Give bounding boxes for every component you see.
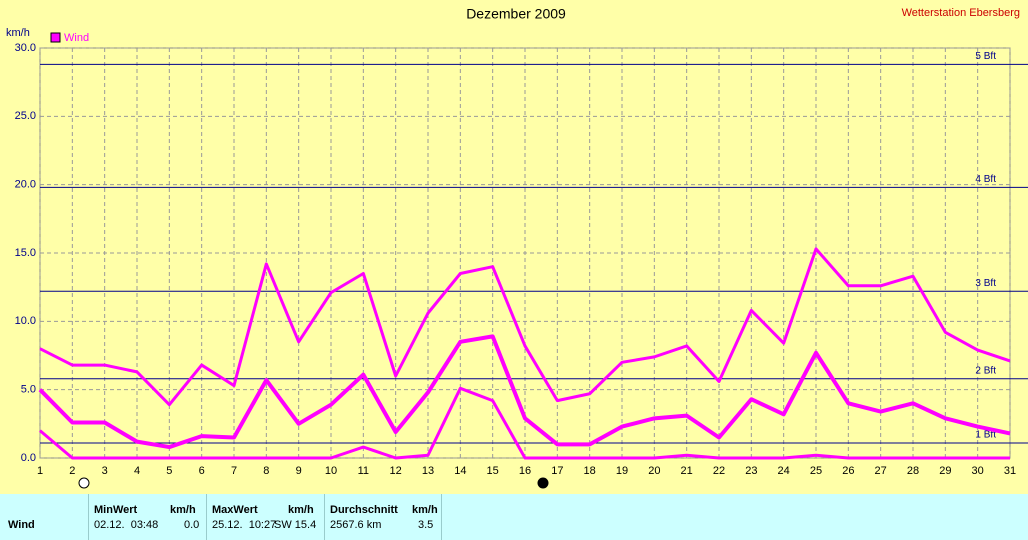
x-tick-label: 10 [325, 465, 337, 477]
y-tick-label: 25.0 [15, 110, 36, 122]
header-cell: km/h [288, 504, 314, 516]
cell: SW 15.4 [274, 519, 317, 531]
x-tick-label: 12 [390, 465, 402, 477]
header-cell: MinWert [94, 504, 138, 516]
x-tick-label: 27 [875, 465, 887, 477]
x-tick-label: 28 [907, 465, 919, 477]
separator [88, 494, 89, 540]
chart: Dezember 2009 Wetterstation Ebersberg km… [6, 6, 1028, 489]
y-tick-label: 0.0 [21, 452, 36, 464]
cell: 25.12. 10:27 [212, 519, 277, 531]
stats-table: MinWert km/h MaxWert km/h Durchschnitt k… [0, 494, 1028, 540]
y-tick-label: 5.0 [21, 384, 36, 396]
x-tick-label: 11 [358, 465, 369, 477]
beaufort-label: 5 Bft [975, 51, 996, 62]
x-tick-label: 13 [422, 465, 434, 477]
x-tick-label: 26 [842, 465, 854, 477]
separator [206, 494, 207, 540]
x-tick-label: 30 [972, 465, 984, 477]
x-tick-label: 17 [551, 465, 563, 477]
station-name: Wetterstation Ebersberg [902, 7, 1020, 19]
x-tick-label: 24 [778, 465, 790, 477]
beaufort-label: 2 Bft [975, 365, 996, 376]
x-tick-label: 3 [102, 465, 108, 477]
x-tick-label: 1 [37, 465, 43, 477]
x-tick-label: 29 [939, 465, 951, 477]
x-tick-label: 8 [263, 465, 269, 477]
x-tick-label: 19 [616, 465, 628, 477]
wind-line [39, 386, 1010, 460]
beaufort-label: 3 Bft [975, 278, 996, 289]
x-tick-label: 4 [134, 465, 140, 477]
x-tick-label: 25 [810, 465, 822, 477]
y-tick-label: 30.0 [15, 42, 36, 54]
legend-label: Wind [64, 32, 89, 44]
beaufort-label: 4 Bft [975, 174, 996, 185]
legend-swatch [50, 32, 61, 43]
x-tick-label: 15 [487, 465, 499, 477]
cell: 3.5 [418, 519, 434, 531]
separator [441, 494, 442, 540]
header-cell: MaxWert [212, 504, 258, 516]
row-label: Wind [8, 519, 35, 531]
x-tick-label: 6 [199, 465, 205, 477]
x-tick-label: 7 [231, 465, 237, 477]
x-tick-label: 31 [1004, 465, 1016, 477]
cell: 02.12. 03:48 [94, 519, 159, 531]
x-tick-label: 23 [745, 465, 757, 477]
x-tick-label: 22 [713, 465, 725, 477]
y-tick-label: 20.0 [15, 179, 36, 191]
header-cell: km/h [170, 504, 196, 516]
x-tick-label: 20 [648, 465, 660, 477]
y-tick-label: 15.0 [15, 247, 36, 259]
x-tick-label: 18 [584, 465, 596, 477]
x-tick-label: 16 [519, 465, 531, 477]
y-axis-label: km/h [6, 27, 30, 39]
x-tick-label: 9 [296, 465, 302, 477]
x-tick-label: 2 [69, 465, 75, 477]
x-tick-label: 14 [454, 465, 466, 477]
y-tick-label: 10.0 [15, 315, 36, 327]
moon-full [78, 477, 90, 489]
header-cell: Durchschnitt [330, 504, 398, 516]
wind-line [38, 334, 1011, 450]
header-cell: km/h [412, 504, 438, 516]
chart-title: Dezember 2009 [466, 6, 566, 22]
x-tick-label: 5 [166, 465, 172, 477]
cell: 0.0 [184, 519, 200, 531]
moon-new [537, 477, 549, 489]
beaufort-label: 1 Bft [975, 430, 996, 441]
cell: 2567.6 km [330, 519, 382, 531]
wind-line [39, 247, 1011, 407]
separator [324, 494, 325, 540]
x-tick-label: 21 [681, 465, 693, 477]
